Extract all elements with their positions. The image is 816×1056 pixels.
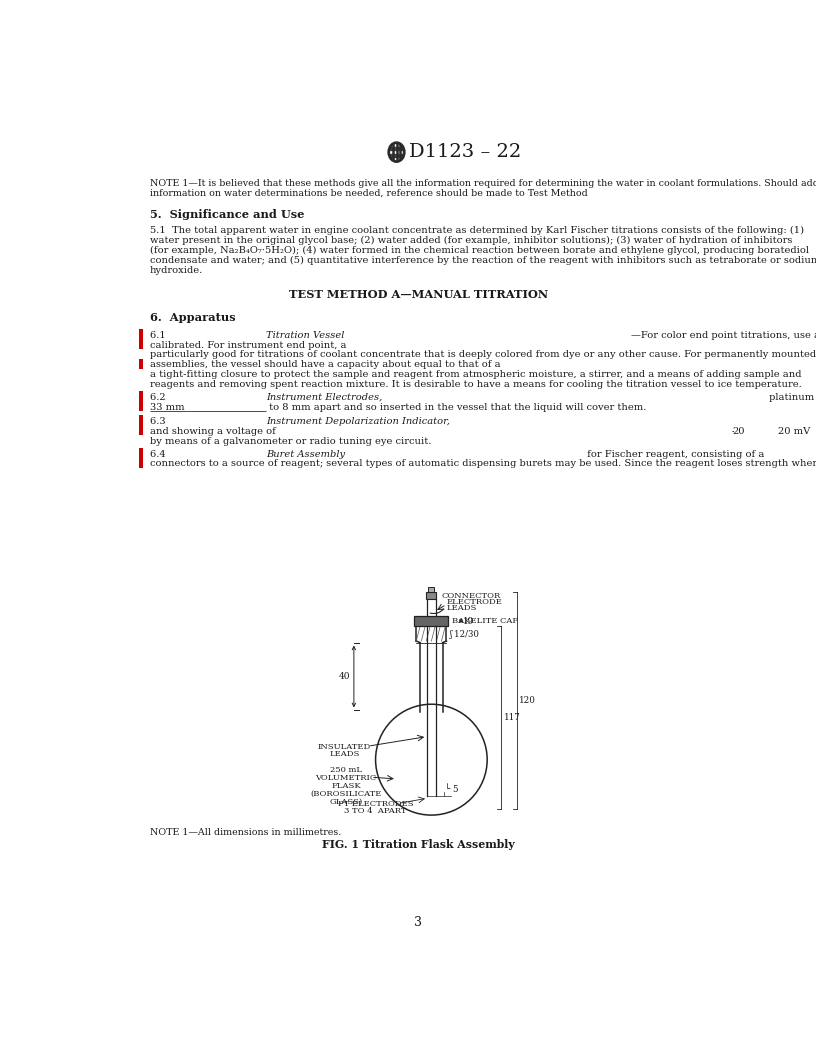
Text: 20: 20: [732, 427, 744, 436]
Ellipse shape: [390, 144, 403, 161]
Text: a tight-fitting closure to protect the sample and reagent from atmospheric moist: a tight-fitting closure to protect the s…: [150, 371, 801, 379]
Text: 40: 40: [339, 672, 350, 681]
Text: reagents and removing spent reaction mixture. It is desirable to have a means fo: reagents and removing spent reaction mix…: [150, 380, 802, 389]
Text: ELECTRODE: ELECTRODE: [447, 598, 503, 606]
Text: NOTE 1—All dimensions in millimetres.: NOTE 1—All dimensions in millimetres.: [150, 828, 341, 837]
Bar: [140, 359, 143, 370]
Text: FIG. 1 Titration Flask Assembly: FIG. 1 Titration Flask Assembly: [322, 838, 515, 850]
Bar: [140, 415, 143, 435]
Text: Instrument Depolarization Indicator,: Instrument Depolarization Indicator,: [266, 417, 450, 426]
Text: 6.2: 6.2: [150, 393, 172, 402]
Text: 250 mL: 250 mL: [330, 766, 362, 774]
Text: 6.4: 6.4: [150, 450, 172, 458]
Text: 6.3: 6.3: [150, 417, 172, 426]
Text: 19: 19: [463, 617, 474, 625]
Text: FLASK: FLASK: [331, 782, 361, 790]
Text: particularly good for titrations of coolant concentrate that is deeply colored f: particularly good for titrations of cool…: [150, 351, 816, 359]
Text: (for example, Na₂B₄O₇·5H₂O); (4) water formed in the chemical reaction between b: (for example, Na₂B₄O₇·5H₂O); (4) water f…: [150, 246, 809, 256]
Bar: [426, 592, 437, 599]
Bar: [140, 329, 143, 350]
Text: condensate and water; and (5) quantitative interference by the reaction of the r: condensate and water; and (5) quantitati…: [150, 256, 816, 265]
Text: information on water determinations be needed, reference should be made to Test : information on water determinations be n…: [150, 189, 591, 197]
Text: water present in the original glycol base; (2) water added (for example, inhibit: water present in the original glycol bas…: [150, 237, 792, 245]
Text: PT ELECTRODES: PT ELECTRODES: [338, 799, 414, 808]
Text: —For color end point titrations, use a: —For color end point titrations, use a: [632, 331, 816, 340]
Text: 6.  Apparatus: 6. Apparatus: [150, 312, 236, 323]
Text: 5.  Significance and Use: 5. Significance and Use: [150, 209, 304, 220]
Text: (BOROSILICATE: (BOROSILICATE: [310, 790, 382, 798]
Text: LEADS: LEADS: [447, 604, 477, 612]
Bar: [415, 616, 449, 626]
Text: VOLUMETRIC: VOLUMETRIC: [316, 774, 377, 781]
Text: hydroxide.: hydroxide.: [150, 266, 203, 275]
Text: 120: 120: [519, 696, 536, 705]
Text: and showing a voltage of: and showing a voltage of: [150, 427, 279, 436]
Text: calibrated. For instrument end point, a: calibrated. For instrument end point, a: [150, 341, 350, 350]
Text: └ 5: └ 5: [445, 786, 458, 794]
Text: LEADS: LEADS: [330, 751, 360, 758]
Text: by means of a galvanometer or radio tuning eye circuit.: by means of a galvanometer or radio tuni…: [150, 437, 432, 446]
Text: 20 mV: 20 mV: [778, 427, 810, 436]
Text: TEST METHOD A—MANUAL TITRATION: TEST METHOD A—MANUAL TITRATION: [289, 288, 548, 300]
Text: NOTE 1—It is believed that these methods give all the information required for d: NOTE 1—It is believed that these methods…: [150, 180, 816, 188]
Bar: [428, 587, 434, 592]
Text: 6.1: 6.1: [150, 331, 172, 340]
Text: D1123 – 22: D1123 – 22: [409, 144, 521, 162]
Text: 33 mm: 33 mm: [150, 402, 184, 412]
Bar: [140, 392, 143, 411]
Text: Buret Assembly: Buret Assembly: [266, 450, 345, 458]
Text: to 8 mm apart and so inserted in the vessel that the liquid will cover them.: to 8 mm apart and so inserted in the ves…: [266, 402, 647, 412]
Text: for Fischer reagent, consisting of a: for Fischer reagent, consisting of a: [584, 450, 768, 458]
Text: BAKELITE CAP: BAKELITE CAP: [451, 617, 517, 625]
Text: 5.1  The total apparent water in engine coolant concentrate as determined by Kar: 5.1 The total apparent water in engine c…: [150, 226, 805, 235]
Text: 3 TO 4  APART: 3 TO 4 APART: [344, 808, 407, 815]
Text: connectors to a source of reagent; several types of automatic dispensing burets : connectors to a source of reagent; sever…: [150, 459, 816, 469]
Text: 117: 117: [503, 713, 521, 722]
Text: Instrument Electrodes,: Instrument Electrodes,: [266, 393, 383, 402]
Text: ʃ 12/30: ʃ 12/30: [450, 629, 480, 639]
Text: Titration Vessel: Titration Vessel: [266, 331, 345, 340]
Text: GLASS): GLASS): [330, 798, 363, 806]
Text: INSULATED: INSULATED: [318, 742, 371, 751]
Text: platinum with a surface equivalent to two No. 26 wires,: platinum with a surface equivalent to tw…: [765, 393, 816, 402]
Text: assemblies, the vessel should have a capacity about equal to that of a: assemblies, the vessel should have a cap…: [150, 360, 503, 370]
Text: 3: 3: [415, 917, 422, 929]
Bar: [140, 448, 143, 468]
Text: CONNECTOR: CONNECTOR: [441, 591, 500, 600]
